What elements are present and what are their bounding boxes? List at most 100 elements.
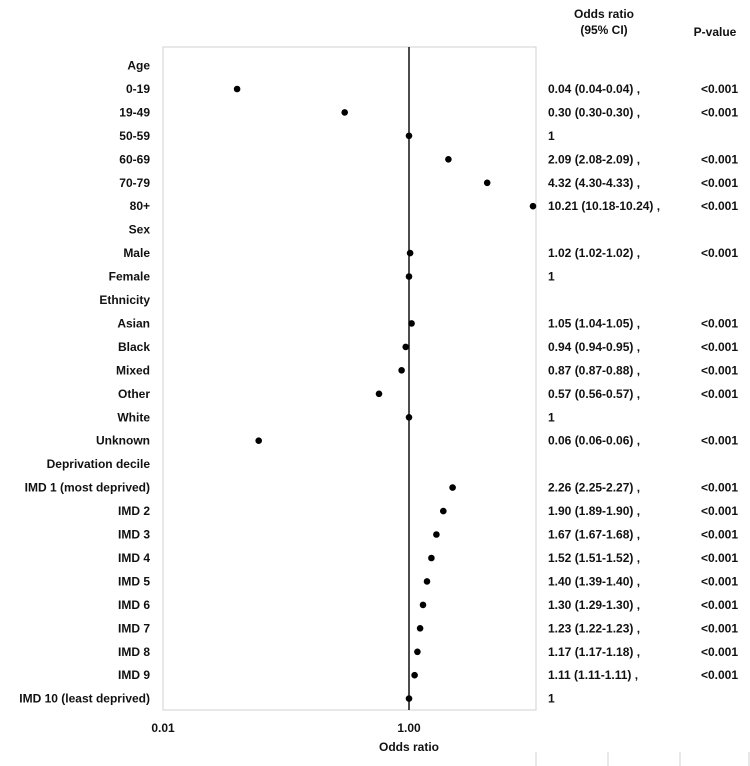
odds-ratio-value: 1 <box>548 692 555 706</box>
p-value: <0.001 <box>701 481 738 495</box>
p-value: <0.001 <box>701 434 738 448</box>
odds-ratio-point <box>423 578 431 585</box>
row-label: Black <box>118 340 150 354</box>
odds-ratio-value: 1 <box>548 129 555 143</box>
row-label: 70-79 <box>119 176 150 190</box>
odds-ratio-value: 10.21 (10.18-10.24) , <box>548 199 660 213</box>
row-label: IMD 3 <box>118 528 150 542</box>
odds-ratio-value: 1 <box>548 270 555 284</box>
row-label: White <box>117 410 150 424</box>
odds-ratio-point <box>440 507 447 515</box>
odds-ratio-point <box>445 156 452 163</box>
row-label: 19-49 <box>119 105 150 119</box>
odds-ratio-point <box>411 671 418 679</box>
odds-ratio-point <box>405 414 413 421</box>
odds-ratio-point <box>402 343 410 351</box>
odds-ratio-point <box>398 367 405 374</box>
p-value: <0.001 <box>701 152 738 166</box>
odds-ratio-value: 1.02 (1.02-1.02) , <box>548 246 640 260</box>
row-label: 50-59 <box>119 129 150 143</box>
p-value: <0.001 <box>701 82 738 96</box>
p-value: <0.001 <box>701 246 738 260</box>
row-label: IMD 5 <box>118 574 150 588</box>
row-label: IMD 7 <box>118 621 150 635</box>
row-label: Female <box>109 270 151 284</box>
p-value: <0.001 <box>701 387 738 401</box>
odds-ratio-value: 1 <box>548 410 555 424</box>
odds-ratio-point <box>449 484 456 491</box>
x-tick-label: 0.01 <box>151 721 175 735</box>
row-label: IMD 6 <box>118 598 150 612</box>
p-value: <0.001 <box>701 574 738 588</box>
row-label: Age <box>127 59 150 73</box>
odds-ratio-point <box>405 273 413 280</box>
p-column-header: P-value <box>694 25 737 39</box>
odds-ratio-value: 1.05 (1.04-1.05) , <box>548 316 640 330</box>
p-value: <0.001 <box>701 528 738 542</box>
p-value: <0.001 <box>701 551 738 565</box>
odds-ratio-value: 4.32 (4.30-4.33) , <box>548 176 640 190</box>
odds-ratio-point <box>414 648 421 656</box>
odds-ratio-point <box>406 249 414 257</box>
row-label: IMD 4 <box>118 551 150 565</box>
p-value: <0.001 <box>701 363 738 377</box>
row-label: IMD 1 (most deprived) <box>25 481 150 495</box>
row-label: Mixed <box>116 363 150 377</box>
odds-ratio-point <box>375 390 383 398</box>
row-label: Deprivation decile <box>47 457 151 471</box>
odds-ratio-value: 0.30 (0.30-0.30) , <box>548 105 640 119</box>
x-tick-label: 1.00 <box>397 721 421 735</box>
row-label: Other <box>118 387 150 401</box>
p-value: <0.001 <box>701 340 738 354</box>
p-value: <0.001 <box>701 504 738 518</box>
p-value: <0.001 <box>701 316 738 330</box>
odds-ratio-value: 1.17 (1.17-1.18) , <box>548 645 640 659</box>
odds-ratio-value: 0.94 (0.94-0.95) , <box>548 340 640 354</box>
odds-ratio-point <box>483 179 491 187</box>
row-label: Sex <box>129 223 151 237</box>
odds-ratio-value: 0.87 (0.87-0.88) , <box>548 363 640 377</box>
row-label: 80+ <box>130 199 150 213</box>
p-value: <0.001 <box>701 668 738 682</box>
odds-ratio-point <box>416 625 424 632</box>
odds-ratio-point <box>433 531 440 538</box>
odds-ratio-value: 1.23 (1.22-1.23) , <box>548 621 640 635</box>
odds-ratio-value: 0.06 (0.06-0.06) , <box>548 434 640 448</box>
odds-ratio-point <box>255 437 262 445</box>
odds-ratio-value: 0.57 (0.56-0.57) , <box>548 387 640 401</box>
row-label: IMD 2 <box>118 504 150 518</box>
odds-ratio-value: 2.26 (2.25-2.27) , <box>548 481 640 495</box>
odds-ratio-point <box>341 109 349 116</box>
or-column-header: Odds ratio (95% CI) <box>574 7 634 37</box>
odds-ratio-value: 2.09 (2.08-2.09) , <box>548 152 640 166</box>
plot-area-border <box>162 46 537 711</box>
row-label: Ethnicity <box>99 293 150 307</box>
row-label: Asian <box>117 316 150 330</box>
odds-ratio-value: 1.90 (1.89-1.90) , <box>548 504 640 518</box>
row-label: IMD 10 (least deprived) <box>19 692 150 706</box>
odds-ratio-point <box>529 202 537 210</box>
odds-ratio-value: 0.04 (0.04-0.04) , <box>548 82 640 96</box>
odds-ratio-point <box>428 554 435 562</box>
row-label: IMD 8 <box>118 645 150 659</box>
odds-ratio-point <box>419 601 427 609</box>
odds-ratio-point <box>405 695 413 702</box>
odds-ratio-point <box>233 85 241 93</box>
row-label: 0-19 <box>126 82 150 96</box>
odds-ratio-value: 1.11 (1.11-1.11) , <box>548 668 638 682</box>
x-axis-label: Odds ratio <box>379 740 439 754</box>
p-value: <0.001 <box>701 598 738 612</box>
p-value: <0.001 <box>701 105 738 119</box>
row-label: IMD 9 <box>118 668 150 682</box>
row-label: Male <box>123 246 150 260</box>
row-label: 60-69 <box>119 152 150 166</box>
odds-ratio-value: 1.67 (1.67-1.68) , <box>548 528 640 542</box>
p-value: <0.001 <box>701 199 738 213</box>
p-value: <0.001 <box>701 645 738 659</box>
rows-group: Age 0-19 0.04 (0.04-0.04) , <0.001 19-49 0.30… <box>19 59 738 706</box>
odds-ratio-point <box>408 320 415 327</box>
odds-ratio-value: 1.30 (1.29-1.30) , <box>548 598 640 612</box>
row-label: Unknown <box>96 434 150 448</box>
bottom-ticks <box>535 752 750 766</box>
